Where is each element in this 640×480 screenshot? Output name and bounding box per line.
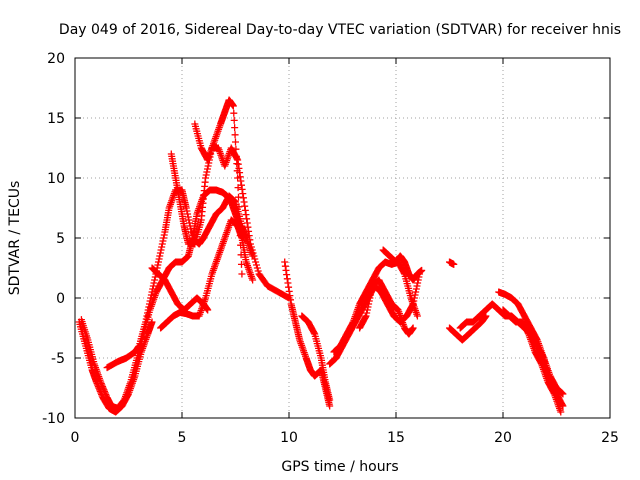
- data-point: [235, 212, 243, 220]
- data-points: [75, 96, 567, 416]
- y-tick-label: 5: [56, 231, 65, 247]
- series-track-e: [191, 96, 246, 278]
- data-point: [246, 240, 254, 248]
- data-point: [254, 267, 262, 275]
- x-tick-label: 20: [494, 430, 512, 446]
- data-point: [234, 174, 242, 182]
- data-point: [232, 145, 240, 153]
- data-point: [248, 246, 256, 254]
- data-point: [247, 243, 255, 251]
- series-track-n: [446, 258, 458, 268]
- series-track-m: [379, 246, 426, 284]
- data-point: [418, 266, 426, 274]
- data-point: [230, 116, 238, 124]
- data-point: [249, 249, 257, 257]
- data-point: [251, 255, 259, 263]
- x-tick-label: 5: [178, 430, 187, 446]
- y-tick-label: 0: [56, 291, 65, 307]
- chart-title: Day 049 of 2016, Sidereal Day-to-day VTE…: [59, 22, 621, 38]
- data-point: [409, 324, 417, 332]
- data-point: [233, 167, 241, 175]
- data-point: [234, 184, 242, 192]
- data-point: [250, 252, 258, 260]
- series-track-r: [499, 306, 565, 416]
- y-tick-label: -5: [51, 351, 65, 367]
- data-point: [252, 261, 260, 269]
- data-point: [450, 260, 458, 268]
- data-point: [326, 396, 334, 404]
- x-axis-label: GPS time / hours: [281, 459, 398, 475]
- data-point: [231, 124, 239, 132]
- data-point: [204, 306, 212, 314]
- data-point: [249, 276, 257, 284]
- data-point: [232, 152, 240, 160]
- y-tick-label: 20: [47, 51, 65, 67]
- x-tick-label: 10: [280, 430, 298, 446]
- data-point: [234, 193, 242, 201]
- data-point: [326, 402, 334, 410]
- y-axis-label: SDTVAR / TECUs: [7, 181, 23, 296]
- y-tick-label: -10: [42, 411, 65, 427]
- series-track-o: [446, 312, 490, 344]
- series-track-b: [77, 186, 248, 412]
- data-point: [232, 138, 239, 146]
- data-point: [235, 203, 243, 211]
- data-point: [253, 264, 261, 272]
- data-point: [559, 390, 567, 398]
- grid: [75, 58, 610, 418]
- series-track-i: [298, 312, 334, 404]
- series-track-l: [356, 276, 417, 338]
- data-point: [230, 109, 238, 117]
- x-tick-label: 25: [601, 430, 619, 446]
- x-tick-label: 15: [387, 430, 405, 446]
- data-point: [413, 312, 421, 320]
- data-point: [557, 408, 565, 416]
- data-point: [238, 270, 246, 278]
- series-track-h: [281, 258, 334, 410]
- data-point: [229, 102, 237, 110]
- series-track-g: [148, 264, 212, 314]
- y-tick-label: 15: [47, 111, 65, 127]
- data-point: [231, 131, 239, 139]
- x-tick-label: 0: [71, 430, 80, 446]
- y-tick-label: 10: [47, 171, 65, 187]
- axis-ticks: 0 5 10 15 20 25 -10 -5 0 5 10 15 20: [42, 51, 619, 446]
- series-track-f: [157, 216, 257, 332]
- data-point: [233, 160, 241, 168]
- data-point: [252, 258, 260, 266]
- series-track-q: [495, 288, 567, 398]
